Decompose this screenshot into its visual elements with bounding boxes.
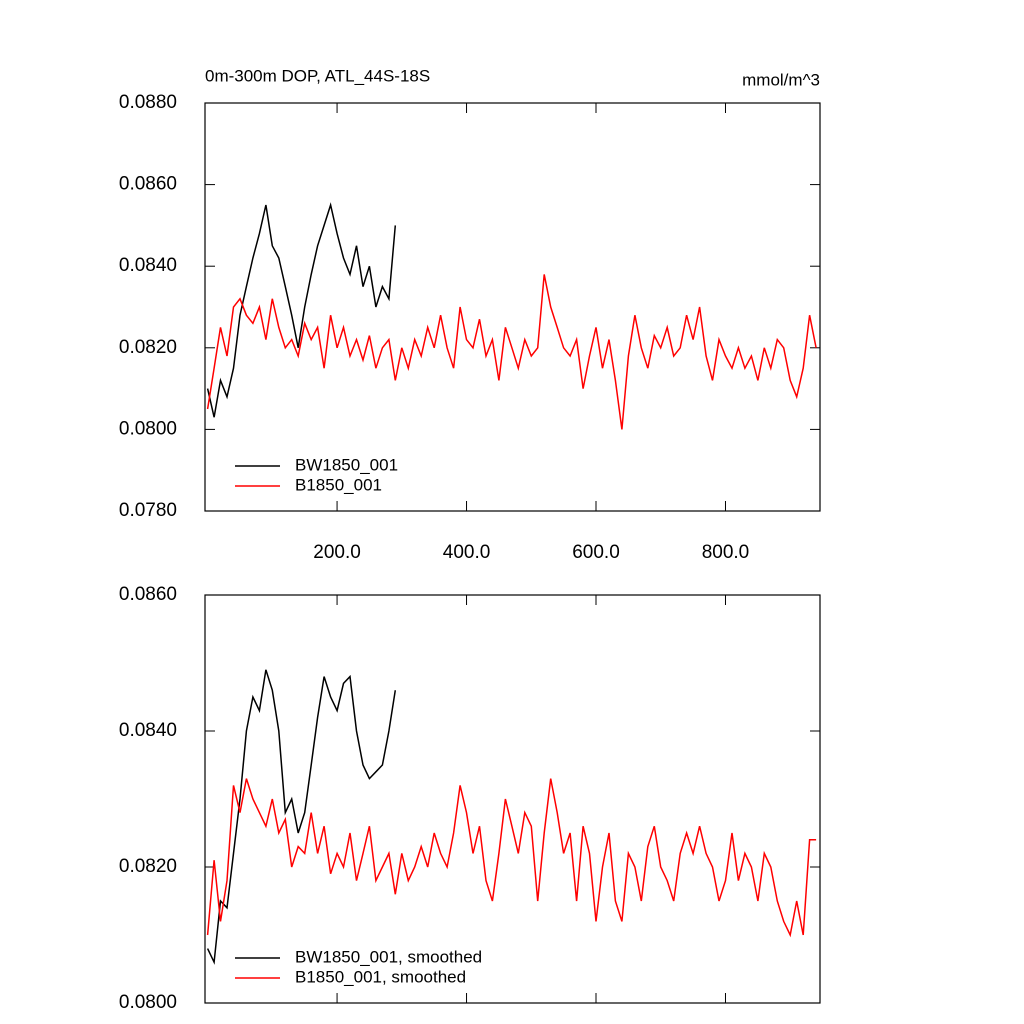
- legend-label: BW1850_001: [295, 455, 398, 474]
- legend-label: B1850_001, smoothed: [295, 967, 466, 986]
- y-tick-label: 0.0820: [119, 337, 177, 358]
- plot-frame: [204, 594, 821, 1004]
- y-tick-label: 0.0860: [119, 584, 177, 605]
- y-tick-label: 0.0840: [119, 255, 177, 276]
- y-tick-label: 0.0820: [119, 856, 177, 877]
- units-label: mmol/m^3: [742, 70, 820, 89]
- y-tick-label: 0.0800: [119, 992, 177, 1013]
- y-tick-label: 0.0880: [119, 92, 177, 113]
- y-tick-label: 0.0840: [119, 720, 177, 741]
- y-tick-label: 0.0860: [119, 174, 177, 195]
- chart-title: 0m-300m DOP, ATL_44S-18S: [205, 66, 430, 85]
- data-line: [206, 778, 817, 938]
- y-tick-label: 0.0780: [119, 500, 177, 521]
- x-tick-label: 800.0: [702, 542, 750, 563]
- data-line: [206, 202, 397, 418]
- plot-frame: [204, 102, 821, 512]
- x-tick-label: 400.0: [443, 542, 491, 563]
- x-tick-label: 200.0: [313, 542, 361, 563]
- data-line: [206, 669, 397, 965]
- y-tick-label: 0.0800: [119, 418, 177, 439]
- legend-label: B1850_001: [295, 475, 382, 494]
- legend-label: BW1850_001, smoothed: [295, 947, 482, 966]
- x-tick-label: 600.0: [572, 542, 620, 563]
- data-line: [206, 274, 817, 430]
